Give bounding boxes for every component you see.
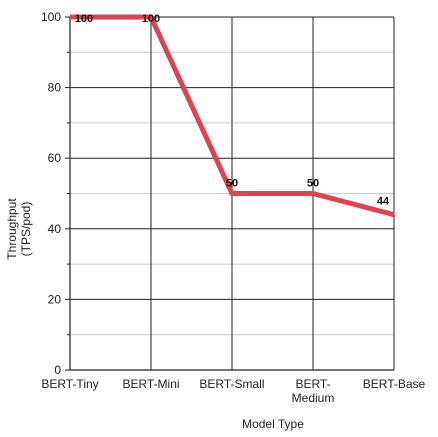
data-label: 100 bbox=[142, 13, 160, 25]
x-tick-label: BERT-Mini bbox=[122, 377, 179, 391]
data-label: 44 bbox=[377, 196, 390, 208]
x-tick-label: BERT-Base bbox=[363, 377, 426, 391]
y-tick-label: 40 bbox=[48, 222, 62, 236]
y-axis-title: Throughput(TPS/pod) bbox=[5, 198, 33, 260]
y-tick-label: 80 bbox=[48, 81, 62, 95]
data-label: 50 bbox=[307, 178, 319, 190]
y-tick-label: 60 bbox=[48, 151, 62, 165]
y-tick-label: 0 bbox=[54, 363, 61, 377]
data-label: 50 bbox=[226, 178, 238, 190]
series-lines bbox=[69, 14, 395, 218]
tick-labels: 0 20 40 60 80 100 BERT-Tiny BERT-Mini BERT-Small… bbox=[41, 10, 426, 405]
y-tick-label: 20 bbox=[48, 292, 62, 306]
data-labels: 100 100 50 50 44 bbox=[75, 13, 390, 208]
x-tick-label: BERT-Small bbox=[199, 377, 264, 391]
x-axis-title: Model Type bbox=[242, 417, 304, 431]
data-label: 100 bbox=[75, 13, 93, 25]
x-tick-label: BERT-Medium bbox=[292, 377, 335, 405]
y-tick-label: 100 bbox=[41, 10, 61, 24]
x-tick-label: BERT-Tiny bbox=[41, 377, 98, 391]
axes bbox=[65, 16, 394, 371]
